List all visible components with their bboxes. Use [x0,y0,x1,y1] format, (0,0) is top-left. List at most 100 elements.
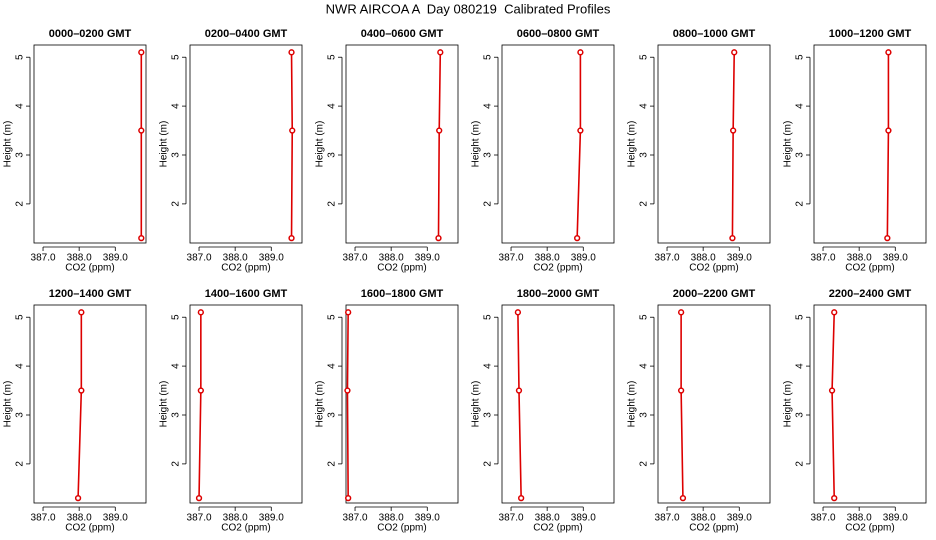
data-point [514,309,522,316]
x-tick-label: 387.0 [499,513,524,524]
plot-frame [501,44,615,244]
y-tick-label: 4 [15,103,26,109]
x-tick-label: 389.0 [571,513,596,524]
x-tick-label: 388.0 [691,253,716,264]
y-tick-label: 3 [327,152,338,158]
profile-line [731,52,736,239]
data-point [345,494,352,502]
y-tick-label: 3 [171,412,182,418]
data-point [138,127,145,134]
plot-frame [33,304,147,504]
data-point [831,309,838,316]
y-tick-label: 2 [327,201,338,207]
y-tick-label: 4 [171,363,182,369]
x-tick-label: 389.0 [103,253,128,264]
x-axis-label: CO2 (ppm) [533,523,582,534]
data-point [573,234,581,242]
y-tick-label: 4 [327,103,338,109]
x-axis-label: CO2 (ppm) [221,523,270,534]
data-point [197,309,204,316]
y-tick-label: 5 [483,314,494,320]
profile-line [290,52,294,239]
x-axis-label: CO2 (ppm) [845,523,894,534]
profile-line [680,312,684,499]
data-point [884,234,891,242]
profile-line [517,312,522,499]
plot-frame [813,44,927,244]
x-tick-label: 389.0 [571,253,596,264]
data-point [885,127,892,134]
x-axis-label: CO2 (ppm) [377,263,426,274]
data-point [138,234,145,242]
y-tick-label: 5 [639,314,650,320]
x-axis-label: CO2 (ppm) [221,263,270,274]
plot-frame [33,44,147,244]
panel-title: 0000–0200 GMT [49,28,132,40]
plot-frame [189,44,303,244]
x-axis-label: CO2 (ppm) [533,263,582,274]
y-tick-label: 5 [795,314,806,320]
panel-title: 1600–1800 GMT [361,288,444,300]
x-tick-label: 388.0 [535,253,560,264]
y-tick-label: 2 [483,461,494,467]
y-tick-label: 2 [171,201,182,207]
y-axis-label: Height (m) [159,121,170,168]
profile-line [346,312,349,499]
y-tick-label: 3 [795,152,806,158]
y-tick-label: 3 [15,412,26,418]
x-tick-label: 389.0 [259,253,284,264]
x-tick-label: 389.0 [883,253,908,264]
y-tick-label: 3 [639,412,650,418]
y-tick-label: 2 [327,461,338,467]
x-tick-label: 388.0 [535,513,560,524]
y-tick-label: 5 [171,54,182,60]
profile-line [77,312,83,499]
profile-line [437,52,442,239]
data-point [289,127,296,134]
y-tick-label: 2 [639,201,650,207]
x-tick-label: 389.0 [727,513,752,524]
profile-line [576,52,582,239]
y-tick-label: 5 [327,314,338,320]
plot-frame [345,44,459,244]
data-point [288,234,295,242]
y-tick-label: 4 [327,363,338,369]
y-tick-label: 3 [15,152,26,158]
panel-title: 2200–2400 GMT [829,288,912,300]
y-axis-label: Height (m) [627,121,638,168]
panel-title: 0400–0600 GMT [361,28,444,40]
data-point [677,387,685,394]
data-point [577,127,584,134]
y-tick-label: 3 [483,152,494,158]
x-tick-label: 387.0 [655,253,680,264]
x-tick-label: 387.0 [343,513,368,524]
x-axis-label: CO2 (ppm) [689,263,738,274]
data-point [677,309,685,316]
y-tick-label: 4 [795,103,806,109]
y-tick-label: 3 [327,412,338,418]
x-tick-label: 387.0 [31,513,56,524]
x-tick-label: 389.0 [415,253,440,264]
plot-frame [189,304,303,504]
data-point [345,309,352,316]
x-tick-label: 387.0 [811,513,836,524]
x-tick-label: 388.0 [67,513,92,524]
y-axis-label: Height (m) [471,121,482,168]
x-tick-label: 389.0 [259,513,284,524]
data-point [437,49,444,56]
data-point [517,494,525,502]
x-axis-label: CO2 (ppm) [377,523,426,534]
y-tick-label: 5 [327,54,338,60]
y-tick-label: 3 [795,412,806,418]
y-tick-label: 5 [15,314,26,320]
y-tick-label: 4 [171,103,182,109]
y-tick-label: 4 [483,103,494,109]
y-tick-label: 2 [15,461,26,467]
data-point [828,387,836,394]
y-tick-label: 5 [639,54,650,60]
y-axis-label: Height (m) [3,121,14,168]
y-axis-label: Height (m) [471,381,482,428]
data-point [679,494,687,502]
data-point [195,494,203,502]
x-tick-label: 389.0 [103,513,128,524]
